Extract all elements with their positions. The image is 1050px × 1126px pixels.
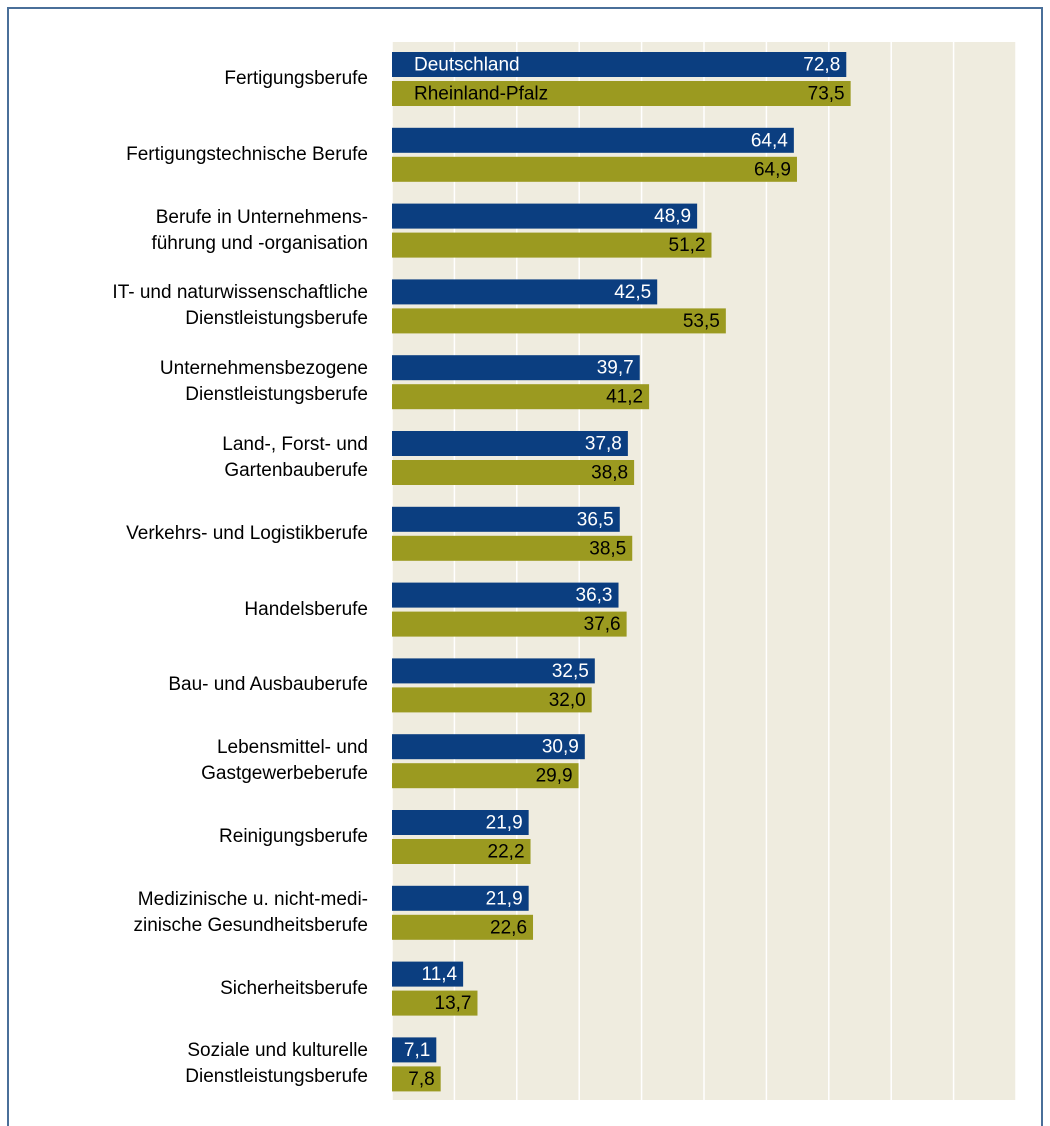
category-label: Reinigungsberufe: [219, 826, 368, 847]
legend-label: Deutschland: [414, 55, 520, 76]
category-label: Berufe in Unternehmens- führung und -org…: [151, 206, 368, 254]
value-label: 30,9: [542, 737, 579, 758]
value-label: 32,0: [549, 690, 586, 711]
bar: [392, 582, 619, 608]
bar: [392, 734, 585, 760]
category-label: Fertigungsberufe: [224, 68, 368, 89]
bar: [392, 52, 847, 77]
value-label: 64,4: [751, 130, 788, 151]
legend-label: Rheinland-Pfalz: [414, 84, 548, 105]
value-label: 36,5: [577, 509, 614, 530]
bar: [392, 763, 579, 789]
value-label: 41,2: [606, 387, 643, 408]
bar: [392, 1066, 441, 1092]
bar: [392, 355, 640, 381]
category-label: IT- und naturwissenschaftliche Dienstlei…: [112, 282, 368, 330]
category-label: Handelsberufe: [244, 598, 368, 620]
value-label: 36,3: [576, 585, 613, 606]
bar: [392, 232, 712, 258]
value-label: 73,5: [808, 84, 845, 105]
value-label: 64,9: [754, 159, 791, 180]
bar: [392, 308, 726, 334]
value-label: 29,9: [536, 766, 573, 787]
value-label: 38,8: [591, 463, 628, 484]
bar: [392, 1037, 437, 1063]
bar: [392, 658, 595, 684]
value-label: 39,7: [597, 358, 634, 379]
bar: [392, 885, 529, 911]
category-label: Land-, Forst- und Gartenbauberufe: [222, 434, 368, 481]
category-label: Soziale und kulturelle Dienstleistungsbe…: [185, 1040, 368, 1088]
bar: [392, 203, 698, 229]
bar: [392, 506, 620, 532]
bar: [392, 431, 628, 456]
value-label: 38,5: [589, 538, 626, 559]
value-label: 21,9: [486, 888, 523, 909]
category-label: Bau- und Ausbauberufe: [168, 674, 368, 696]
frame: [7, 7, 1043, 1126]
bar: [392, 279, 658, 305]
value-label: 21,9: [486, 813, 523, 834]
bar: [392, 611, 627, 637]
value-label: 13,7: [435, 993, 472, 1014]
value-label: 22,2: [488, 842, 525, 863]
bar: [392, 961, 464, 987]
bar: [392, 384, 650, 410]
category-label: Medizinische u. nicht-medi- zinische Ges…: [133, 888, 368, 936]
value-label: 51,2: [669, 235, 706, 256]
category-label: Sicherheitsberufe: [220, 977, 368, 999]
value-label: 11,4: [422, 964, 458, 985]
value-label: 48,9: [654, 206, 691, 227]
bar: [392, 460, 635, 485]
category-label: Unternehmensbezogene Dienstleistungsberu…: [159, 358, 368, 406]
value-label: 32,5: [552, 661, 589, 682]
bar: [392, 127, 794, 153]
bar: [392, 81, 851, 106]
bar: [392, 839, 531, 864]
bar: [392, 535, 633, 561]
value-label: 72,8: [803, 55, 840, 76]
category-label: Verkehrs- und Logistikberufe: [126, 522, 368, 544]
value-label: 22,6: [490, 917, 527, 938]
value-label: 7,1: [404, 1040, 430, 1061]
bar: [392, 156, 797, 182]
bar: [392, 990, 478, 1016]
bar: [392, 810, 529, 835]
value-label: 37,6: [584, 614, 621, 635]
value-label: 42,5: [614, 282, 651, 303]
value-label: 37,8: [585, 434, 622, 455]
bar: [392, 687, 592, 713]
value-label: 7,8: [408, 1069, 434, 1090]
category-label: Lebensmittel- und Gastgewerbeberufe: [201, 737, 368, 785]
bar: [392, 914, 534, 940]
value-label: 53,5: [683, 311, 720, 332]
category-label: Fertigungstechnische Berufe: [126, 143, 368, 165]
